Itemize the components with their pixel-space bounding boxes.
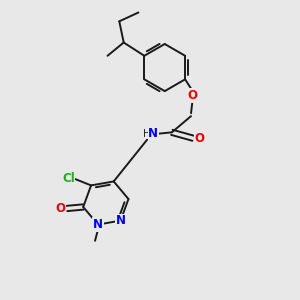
Text: N: N (93, 218, 103, 231)
Text: Cl: Cl (62, 172, 75, 185)
Text: H: H (143, 129, 150, 139)
Text: N: N (148, 127, 158, 140)
Text: N: N (116, 214, 126, 227)
Text: O: O (56, 202, 65, 215)
Text: O: O (194, 132, 205, 145)
Text: O: O (188, 89, 197, 102)
